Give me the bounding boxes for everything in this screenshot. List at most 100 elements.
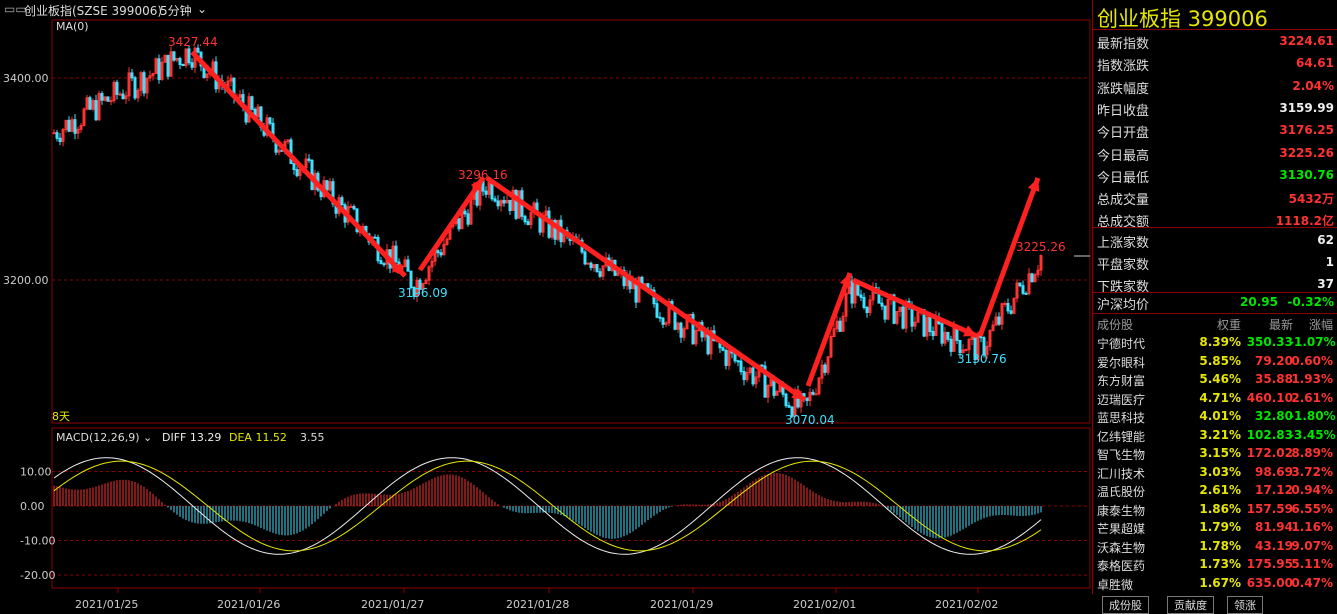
candle-body (190, 62, 194, 68)
stock-change: 0.60% (1291, 353, 1333, 368)
candle-body (859, 294, 863, 298)
macd-frame (51, 427, 1091, 589)
candle-body (466, 213, 470, 225)
candle-body (751, 367, 755, 385)
macd-diff: DIFF 13.29 (162, 431, 221, 444)
period-selector[interactable]: 5分钟 (160, 4, 192, 18)
hs-avg: 20.95 (1240, 295, 1278, 309)
candle-body (205, 73, 209, 78)
candle-body (841, 315, 845, 332)
quote-row: 总成交额 1118.2亿 (1093, 208, 1337, 230)
stock-weight: 2.61% (1199, 483, 1241, 497)
stock-change: -1.07% (1289, 335, 1336, 349)
stock-name: 爱尔眼科 (1097, 355, 1146, 370)
candle-body (526, 221, 530, 226)
candle-body (583, 251, 587, 265)
date-tick: 2021/01/28 (506, 598, 569, 611)
stock-weight: 1.73% (1199, 557, 1241, 571)
candle-body (409, 270, 413, 289)
candle-body (1018, 282, 1022, 287)
stock-name: 智飞生物 (1097, 448, 1146, 462)
candle-body (442, 243, 446, 256)
chevron-down-icon[interactable]: ⌄ (197, 2, 208, 16)
quote-row: 昨日收盘 3159.99 (1093, 97, 1337, 119)
candle-body (1009, 310, 1013, 314)
candle-body (958, 339, 962, 354)
hs-row: 沪深均价 20.95 -0.32% (1093, 291, 1337, 313)
stock-change: 1.16% (1291, 520, 1333, 534)
candle-body (844, 293, 848, 317)
candle-body (457, 218, 461, 230)
candle-body (1015, 282, 1019, 299)
stock-change: 0.94% (1291, 483, 1333, 497)
candle-body (145, 77, 149, 94)
candle-body (106, 96, 110, 102)
tab-components[interactable]: 成份股 (1102, 596, 1149, 614)
candle-body (73, 119, 77, 134)
candle-body (424, 279, 428, 285)
trend-arrow (417, 176, 486, 272)
chart-menu-icon[interactable]: ▭▭ (4, 2, 27, 16)
stock-row: 汇川技术 3.03% 98.69 3.72% (1093, 464, 1337, 483)
trend-arrow (190, 50, 407, 278)
breadth-label: 下跌家数 (1097, 280, 1150, 295)
quote-label: 今日最低 (1097, 170, 1150, 186)
divider (1093, 313, 1337, 314)
candle-body (250, 96, 254, 110)
stock-col-header: 最新 (1268, 318, 1293, 332)
candle-body (829, 336, 833, 358)
price-annotation: 3427.44 (168, 35, 218, 49)
quote-value: 64.61 (1296, 56, 1334, 71)
quote-value: 3130.76 (1279, 167, 1334, 182)
trend-arrow (977, 177, 1041, 337)
stock-weight: 3.21% (1199, 427, 1241, 442)
candle-body (721, 347, 725, 351)
candle-body (961, 349, 965, 354)
candle-body (964, 349, 968, 352)
candle-body (295, 169, 299, 177)
stock-change: 0.47% (1291, 575, 1333, 590)
candle-body (982, 337, 986, 356)
bottom-tabs: 成份股 贡献度 领涨 (1092, 594, 1337, 614)
tab-leaders[interactable]: 领涨 (1227, 596, 1263, 614)
candle-body (655, 303, 659, 318)
candle-body (514, 189, 518, 219)
candle-body (616, 272, 620, 276)
candle-body (745, 372, 749, 381)
date-tick: 2021/01/26 (217, 598, 280, 611)
candle-body (985, 345, 989, 356)
candle-body (94, 100, 98, 121)
candle-body (91, 100, 95, 110)
trend-arrow (851, 277, 979, 339)
stock-row: 蓝思科技 4.01% 32.80 -1.80% (1093, 408, 1337, 427)
candle-body (811, 391, 815, 395)
stock-price: 17.12 (1255, 483, 1293, 497)
tab-contribution[interactable]: 贡献度 (1167, 596, 1214, 614)
stock-price: 172.02 (1246, 446, 1293, 460)
candle-body (709, 330, 713, 355)
candle-body (76, 128, 80, 134)
stock-name: 宁德时代 (1097, 337, 1146, 351)
price-tick: 3200.00 (3, 274, 49, 287)
stock-weight: 5.46% (1199, 372, 1241, 386)
stock-price: 35.88 (1255, 372, 1293, 386)
chart-svg: 3400.00 3200.00 10.00 0.00 -10.00 -20.00 MA(0)… (3, 19, 1091, 611)
breadth-row: 下跌家数 37 (1093, 273, 1337, 295)
candle-body (136, 89, 140, 99)
candle-body (187, 48, 191, 64)
stock-row: 康泰生物 1.86% 157.59 6.55% (1093, 501, 1337, 520)
stock-weight: 5.85% (1199, 353, 1241, 368)
candle-body (1006, 302, 1010, 312)
stock-change: 2.61% (1291, 390, 1333, 405)
macd-tick: -20.00 (20, 569, 55, 582)
candle-body (349, 205, 353, 208)
candle-body (886, 298, 890, 320)
candle-body (766, 385, 770, 398)
stock-row: 温氏股份 2.61% 17.12 0.94% (1093, 482, 1337, 501)
candle-body (823, 364, 827, 373)
candle-body (598, 271, 602, 277)
stock-weight: 4.01% (1199, 409, 1241, 423)
candle-body (880, 302, 884, 307)
kline-chart[interactable]: 3400.00 3200.00 10.00 0.00 -10.00 -20.00 MA(0)… (0, 18, 1092, 614)
candle-body (238, 94, 242, 98)
